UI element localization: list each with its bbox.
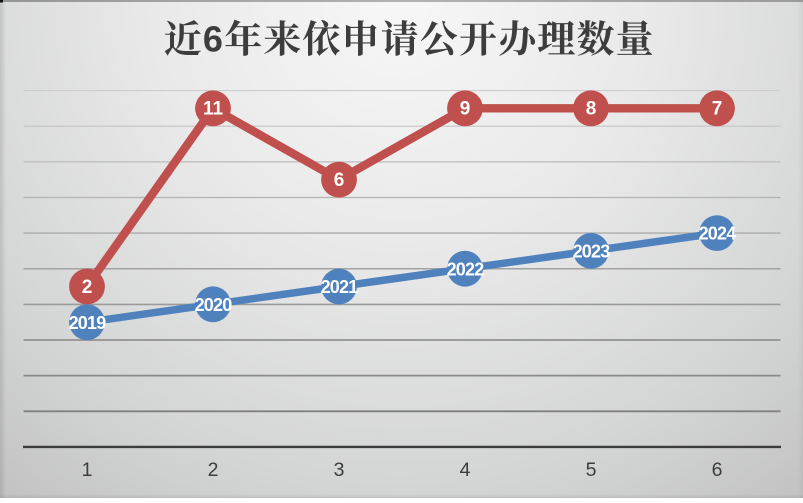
svg-text:4: 4	[460, 459, 471, 481]
svg-text:2024: 2024	[699, 224, 737, 244]
svg-text:3: 3	[334, 459, 345, 481]
svg-text:2019: 2019	[69, 313, 107, 333]
svg-text:6: 6	[334, 170, 345, 191]
svg-text:9: 9	[460, 99, 471, 120]
svg-text:2022: 2022	[447, 259, 485, 279]
svg-text:7: 7	[712, 99, 723, 120]
svg-text:2020: 2020	[195, 295, 233, 315]
svg-text:2: 2	[208, 459, 219, 481]
svg-text:6: 6	[712, 459, 723, 481]
svg-text:6: 6	[203, 19, 223, 60]
svg-text:8: 8	[586, 99, 597, 120]
svg-text:2023: 2023	[573, 242, 611, 262]
svg-text:2021: 2021	[321, 277, 359, 297]
svg-text:11: 11	[203, 99, 224, 120]
svg-text:5: 5	[586, 459, 597, 481]
svg-text:1: 1	[82, 459, 93, 481]
svg-text:2: 2	[82, 277, 93, 298]
